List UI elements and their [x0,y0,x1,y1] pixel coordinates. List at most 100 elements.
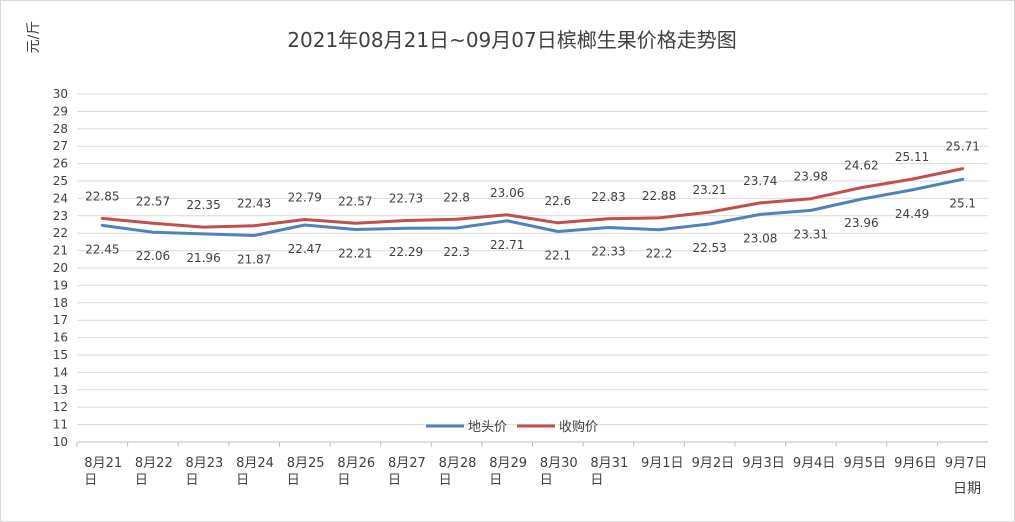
y-tick-label: 24 [53,191,68,205]
x-axis-categories: 8月21 日 8月22 日 8月23 日 8月24 日 8月25 日 8月26 日 8月27 日 8月28 日… [76,442,988,488]
data-label: 22.71 [490,238,524,252]
x-axis-label: 日期 [953,481,981,497]
data-label: 22.3 [443,245,470,259]
x-category-label: 8月30 [540,456,578,471]
legend-entry-label: 地头价 [468,420,507,435]
data-label: 22.53 [692,241,726,255]
y-tick-label: 27 [53,139,68,153]
y-tick-label: 10 [53,435,68,449]
x-category-label: 9月1日 [641,456,684,471]
x-category-label: 8月28 [439,456,477,471]
x-category-label: 日 [135,473,148,488]
data-label: 22.73 [389,191,423,205]
x-category-label: 日 [590,473,603,488]
y-tick-label: 17 [53,313,68,327]
y-tick-label: 18 [53,296,68,310]
x-category-label: 9月6日 [894,456,937,471]
x-category-label: 日 [236,473,249,488]
x-category-label: 8月24 [236,456,274,471]
y-tick-label: 29 [53,104,68,118]
x-category-label: 8月27 [388,456,426,471]
data-label: 22.85 [85,189,119,203]
legend: 地头价 收购价 [426,419,598,435]
series-line-1 [100,177,965,237]
x-category-label: 9月7日 [945,456,988,471]
data-label: 22.88 [642,189,676,203]
chart-title: 2021年08月21日~09月07日槟榔生果价格走势图 [287,28,736,52]
data-label: 24.49 [895,207,929,221]
data-label: 25.71 [946,140,980,154]
x-category-label: 日 [287,473,300,488]
x-category-label: 日 [388,473,401,488]
data-label: 23.96 [844,216,878,230]
y-tick-label: 22 [53,226,68,240]
data-label: 23.74 [743,174,777,188]
y-axis-ticks: 10 11 12 13 14 15 16 17 18 19 20 21 22 23 24 25 26 27 28 29… [53,87,68,449]
data-label: 22.21 [338,247,372,261]
x-category-label: 日 [186,473,199,488]
y-tick-label: 13 [53,383,68,397]
series-line-2 [100,167,965,229]
x-category-label: 9月3日 [742,456,785,471]
data-label: 22.79 [288,190,322,204]
x-category-label: 8月31 [590,456,628,471]
y-tick-label: 15 [53,348,68,362]
gridlines [77,93,988,443]
y-tick-label: 12 [53,400,68,414]
series-lines [100,167,965,237]
data-label: 25.1 [949,196,976,210]
x-category-label: 8月21 [84,456,122,471]
data-label: 22.8 [443,190,470,204]
x-category-label: 8月25 [287,456,325,471]
x-category-label: 日 [489,473,502,488]
data-label: 22.2 [646,247,673,261]
x-category-label: 日 [439,473,452,488]
data-label: 22.29 [389,245,423,259]
data-label: 23.21 [692,183,726,197]
x-category-label: 9月5日 [843,456,886,471]
x-category-label: 日 [84,473,97,488]
data-label: 22.06 [136,249,170,263]
data-label: 22.47 [288,242,322,256]
y-tick-label: 14 [53,365,68,379]
data-label: 22.33 [591,244,625,258]
data-label: 21.96 [186,251,220,265]
x-category-label: 8月22 [135,456,173,471]
y-tick-label: 11 [53,418,68,432]
data-label: 22.83 [591,190,625,204]
y-tick-label: 28 [53,122,68,136]
x-category-label: 8月29 [489,456,527,471]
x-category-label: 日 [337,473,350,488]
y-tick-label: 26 [53,157,68,171]
data-label: 22.6 [544,194,571,208]
y-tick-label: 23 [53,209,68,223]
x-category-label: 8月23 [186,456,224,471]
data-label: 23.31 [794,227,828,241]
data-label: 22.35 [186,198,220,212]
data-label: 24.62 [844,159,878,173]
data-label: 22.45 [85,242,119,256]
data-label: 22.43 [237,197,271,211]
x-category-label: 9月2日 [692,456,735,471]
y-tick-label: 16 [53,331,68,345]
data-labels: 22.45 22.06 21.96 21.87 22.47 22.21 22.29 22.3 2… [85,140,980,267]
y-tick-label: 20 [53,261,68,275]
data-label: 22.57 [338,194,372,208]
legend-entry-label: 收购价 [559,419,598,435]
y-tick-label: 30 [53,87,68,101]
x-category-label: 8月26 [337,456,375,471]
data-label: 25.11 [895,150,929,164]
y-tick-label: 25 [53,174,68,188]
y-axis-unit-label: 元/斤 [26,21,42,54]
data-label: 23.98 [794,170,828,184]
data-label: 22.1 [544,248,571,262]
data-label: 23.08 [743,231,777,245]
y-tick-label: 21 [53,244,68,258]
x-category-label: 日 [540,473,553,488]
data-label: 22.57 [136,194,170,208]
data-label: 23.06 [490,186,524,200]
x-category-label: 9月4日 [793,456,836,471]
y-tick-label: 19 [53,278,68,292]
